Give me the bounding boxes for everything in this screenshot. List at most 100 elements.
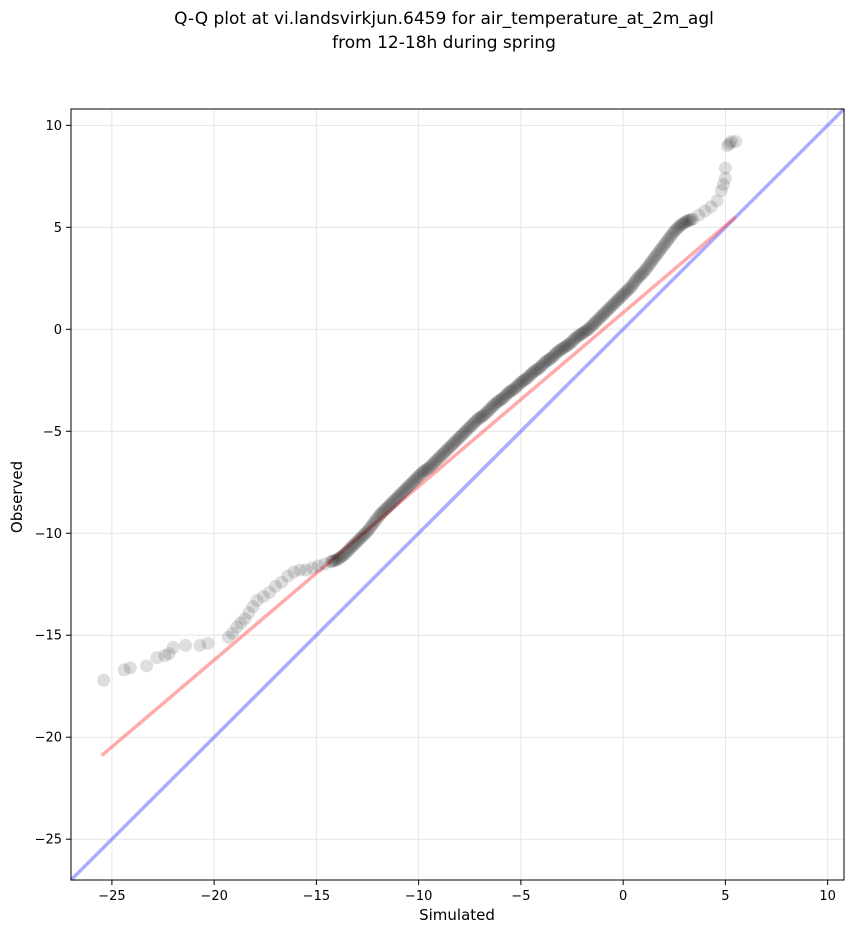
quantile-point	[692, 208, 706, 222]
quantile-point	[529, 363, 543, 377]
quantile-point	[666, 226, 680, 240]
quantile-point	[640, 261, 654, 275]
quantile-point	[299, 563, 313, 577]
quantile-point	[417, 464, 431, 478]
quantile-point	[422, 461, 436, 475]
quantile-point	[344, 541, 358, 555]
x-tick-label: −20	[200, 889, 227, 904]
quantile-point	[720, 139, 734, 153]
quantile-point	[535, 358, 549, 372]
quantile-point	[725, 135, 739, 149]
quantile-point	[472, 411, 486, 425]
quantile-point	[341, 544, 355, 558]
y-tick-label: −20	[35, 731, 62, 746]
quantile-point	[641, 259, 655, 273]
x-tick-label: −15	[303, 889, 330, 904]
quantile-point	[486, 399, 500, 413]
quantile-point	[459, 424, 473, 438]
quantile-point	[158, 649, 172, 663]
quantile-point	[511, 378, 525, 392]
quantile-point	[331, 552, 345, 566]
quantile-point	[517, 373, 531, 387]
quantile-point	[574, 327, 588, 341]
quantile-point	[528, 364, 542, 378]
quantile-point	[508, 381, 522, 395]
y-tick-label: −5	[43, 425, 62, 440]
quantile-point	[328, 553, 342, 567]
quantile-point	[242, 606, 256, 620]
quantile-point	[676, 216, 690, 230]
quantile-point	[97, 673, 111, 687]
quantile-point	[468, 415, 482, 429]
quantile-point	[618, 286, 632, 300]
quantile-point	[357, 527, 371, 541]
x-tick-label: 0	[619, 889, 627, 904]
quantile-point	[600, 304, 614, 318]
quantile-point	[275, 575, 289, 589]
quantile-point	[407, 474, 421, 488]
y-tick-label: −15	[35, 629, 62, 644]
quantile-point	[650, 247, 664, 261]
quantile-point	[644, 255, 658, 269]
quantile-point	[542, 353, 556, 367]
quantile-point	[405, 476, 419, 490]
quantile-point	[226, 626, 240, 640]
quantile-point	[380, 500, 394, 514]
quantile-point	[367, 516, 381, 530]
quantile-point	[281, 569, 295, 583]
quantile-point	[632, 270, 646, 284]
quantile-point	[626, 277, 640, 291]
quantile-point	[525, 367, 539, 381]
y-tick-label: −10	[35, 527, 62, 542]
quantile-point	[627, 275, 641, 289]
axis-ticks: −25 −20 −15 −10 −5 0 5 10 −25 −20 −15 −10 −5 0 5 10	[35, 119, 836, 904]
quantile-point	[457, 426, 471, 440]
chart-subtitle: from 12-18h during spring	[332, 33, 556, 53]
quantile-point	[667, 224, 681, 238]
x-tick-label: −5	[511, 889, 530, 904]
quantile-point	[494, 393, 508, 407]
quantile-point	[287, 565, 301, 579]
quantile-point	[419, 463, 433, 477]
quantile-point	[430, 453, 444, 467]
quantile-point	[729, 135, 743, 149]
quantile-point	[411, 470, 425, 484]
quantile-point	[678, 215, 692, 229]
quantile-point	[234, 616, 248, 630]
quantile-point	[410, 471, 424, 485]
quantile-point	[647, 251, 661, 265]
quantile-point	[420, 462, 434, 476]
quantile-point	[454, 429, 468, 443]
quantile-point	[268, 579, 282, 593]
y-tick-label: 5	[54, 221, 62, 236]
quantile-point	[623, 281, 637, 295]
quantile-point	[514, 375, 528, 389]
quantile-point	[448, 435, 462, 449]
x-tick-label: −10	[405, 889, 432, 904]
quantile-point	[425, 458, 439, 472]
quantile-point	[485, 400, 499, 414]
quantile-point	[566, 334, 580, 348]
quantile-point	[336, 549, 350, 563]
quantile-point	[531, 362, 545, 376]
quantile-point	[474, 410, 488, 424]
quantile-point	[391, 490, 405, 504]
quantile-point	[166, 640, 180, 654]
quantile-point	[558, 340, 572, 354]
quantile-point	[488, 397, 502, 411]
quantile-point	[502, 386, 516, 400]
quantile-point	[221, 630, 235, 644]
quantile-point	[518, 372, 532, 386]
quantile-point	[638, 263, 652, 277]
quantile-point	[575, 326, 589, 340]
chart-title: Q-Q plot at vi.landsvirkjun.6459 for air…	[174, 9, 714, 29]
quantile-point	[140, 659, 154, 673]
quantile-point	[557, 341, 571, 355]
quantile-point	[673, 218, 687, 232]
quantile-point	[572, 328, 586, 342]
quantile-point	[385, 496, 399, 510]
quantile-point	[456, 427, 470, 441]
quantile-point	[503, 384, 517, 398]
quantile-point	[446, 437, 460, 451]
